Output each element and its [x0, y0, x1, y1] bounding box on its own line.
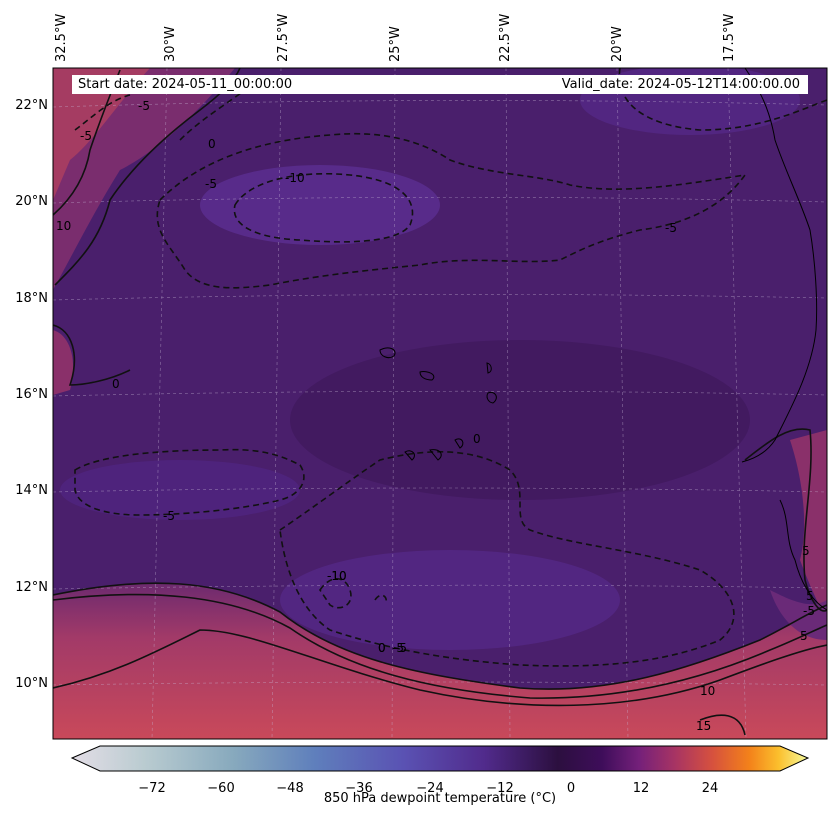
contour-minus5-nw-small	[74, 94, 131, 131]
moist-core-center	[290, 340, 750, 500]
contour-minus10-south-small	[374, 594, 388, 605]
dewpoint-field	[53, 68, 827, 739]
lon-label: 22.5°W	[498, 13, 513, 62]
contour-label: 0	[473, 432, 481, 446]
colorbar-label: 850 hPa dewpoint temperature (°C)	[323, 791, 557, 806]
contour-label: 0	[378, 641, 386, 655]
lon-label: 17.5°W	[722, 13, 737, 62]
contour-label-layer: -5 -5 0 -5 -10 -5 -10 -5 0 10 0 -5 -10 0…	[56, 99, 815, 733]
moist-patch-west	[53, 330, 74, 395]
date-header: Start date: 2024-05-11_00:00:00 Valid_da…	[72, 75, 808, 94]
lon-label: 32.5°W	[54, 13, 69, 62]
contour-minus5-west-band	[74, 448, 305, 516]
contour-label: -5	[80, 129, 92, 143]
contour-label: -10	[327, 569, 347, 583]
colorbar-bar	[70, 745, 810, 772]
contour-label: -10	[285, 171, 305, 185]
colorbar-tick: 12	[632, 781, 650, 796]
start-date: Start date: 2024-05-11_00:00:00	[78, 77, 293, 92]
contour-minus5-north	[156, 132, 747, 289]
contour-10-south	[53, 629, 827, 707]
contour-label: 0	[112, 377, 120, 391]
contour-label: -5	[205, 177, 217, 191]
map-frame	[52, 67, 828, 740]
colorbar-tick: −36	[345, 781, 373, 796]
contour-0-south	[53, 582, 827, 690]
moist-patch-east-low	[770, 590, 827, 640]
contour-label: -5	[803, 604, 815, 618]
coastline-africa-south	[779, 499, 827, 611]
colorbar-tick: −72	[138, 781, 166, 796]
contour-minus5-northeast	[618, 68, 827, 131]
contour-label: -5	[163, 509, 175, 523]
colorbar-tick: 24	[701, 781, 719, 796]
contour-minus5-northwest	[179, 89, 246, 141]
contour-label: 10	[56, 219, 71, 233]
moist-zone-northwest-core	[53, 68, 150, 200]
contour-15-south	[699, 714, 746, 736]
contour-label: -5	[665, 221, 677, 235]
valid-date: Valid_date: 2024-05-12T14:00:00.00	[561, 77, 800, 92]
contour-5-south	[53, 593, 827, 699]
contour-0-east	[744, 428, 827, 612]
contour-label: -5	[395, 641, 407, 655]
coastline-africa	[741, 68, 818, 463]
contour-label: 5	[802, 544, 810, 558]
dry-pool-south	[280, 550, 620, 650]
contour-label: -10	[327, 569, 347, 583]
contour-label: -5	[138, 99, 150, 113]
contour-label: 15	[696, 719, 711, 733]
colorbar-tick: −60	[207, 781, 235, 796]
island-fogo	[404, 450, 415, 461]
lat-label: 14°N	[15, 483, 48, 498]
contour-minus5-south-interior	[279, 451, 735, 667]
lat-label: 18°N	[15, 291, 48, 306]
island-boa-vista	[486, 391, 497, 404]
contour-label: -5	[392, 641, 404, 655]
lon-label: 27.5°W	[276, 13, 291, 62]
graticule	[53, 68, 827, 739]
island-santo-antao	[379, 347, 396, 359]
contour-lines	[53, 68, 827, 736]
contour-label: 0	[378, 641, 386, 655]
contour-0-west	[53, 324, 131, 386]
lat-label: 16°N	[15, 387, 48, 402]
island-santiago	[429, 449, 442, 461]
contour-minus10-north	[233, 172, 414, 243]
lat-label: 22°N	[15, 98, 48, 113]
moist-zone-east	[790, 430, 827, 620]
coastlines	[379, 68, 827, 611]
dry-pool-north	[200, 165, 440, 245]
island-sal	[486, 362, 492, 374]
island-maio	[454, 438, 464, 449]
lat-label: 10°N	[15, 676, 48, 691]
colorbar	[70, 745, 810, 772]
colorbar-tick: −48	[276, 781, 304, 796]
contour-label: 0	[208, 137, 216, 151]
lon-label: 30°W	[163, 26, 178, 62]
contour-0-northwest	[54, 68, 241, 286]
lat-label: 20°N	[15, 194, 48, 209]
lon-label: 25°W	[388, 26, 403, 62]
contour-label: 5	[806, 589, 814, 603]
contour-label: 10	[700, 684, 715, 698]
contour-label: 5	[800, 629, 808, 643]
lon-label: 20°W	[610, 26, 625, 62]
contour-minus10-south	[319, 577, 352, 609]
island-sao-vicente	[419, 371, 435, 381]
colorbar-tick: −24	[416, 781, 444, 796]
colorbar-tick: −12	[486, 781, 514, 796]
lat-label: 12°N	[15, 580, 48, 595]
colorbar-tick: 0	[566, 781, 576, 796]
